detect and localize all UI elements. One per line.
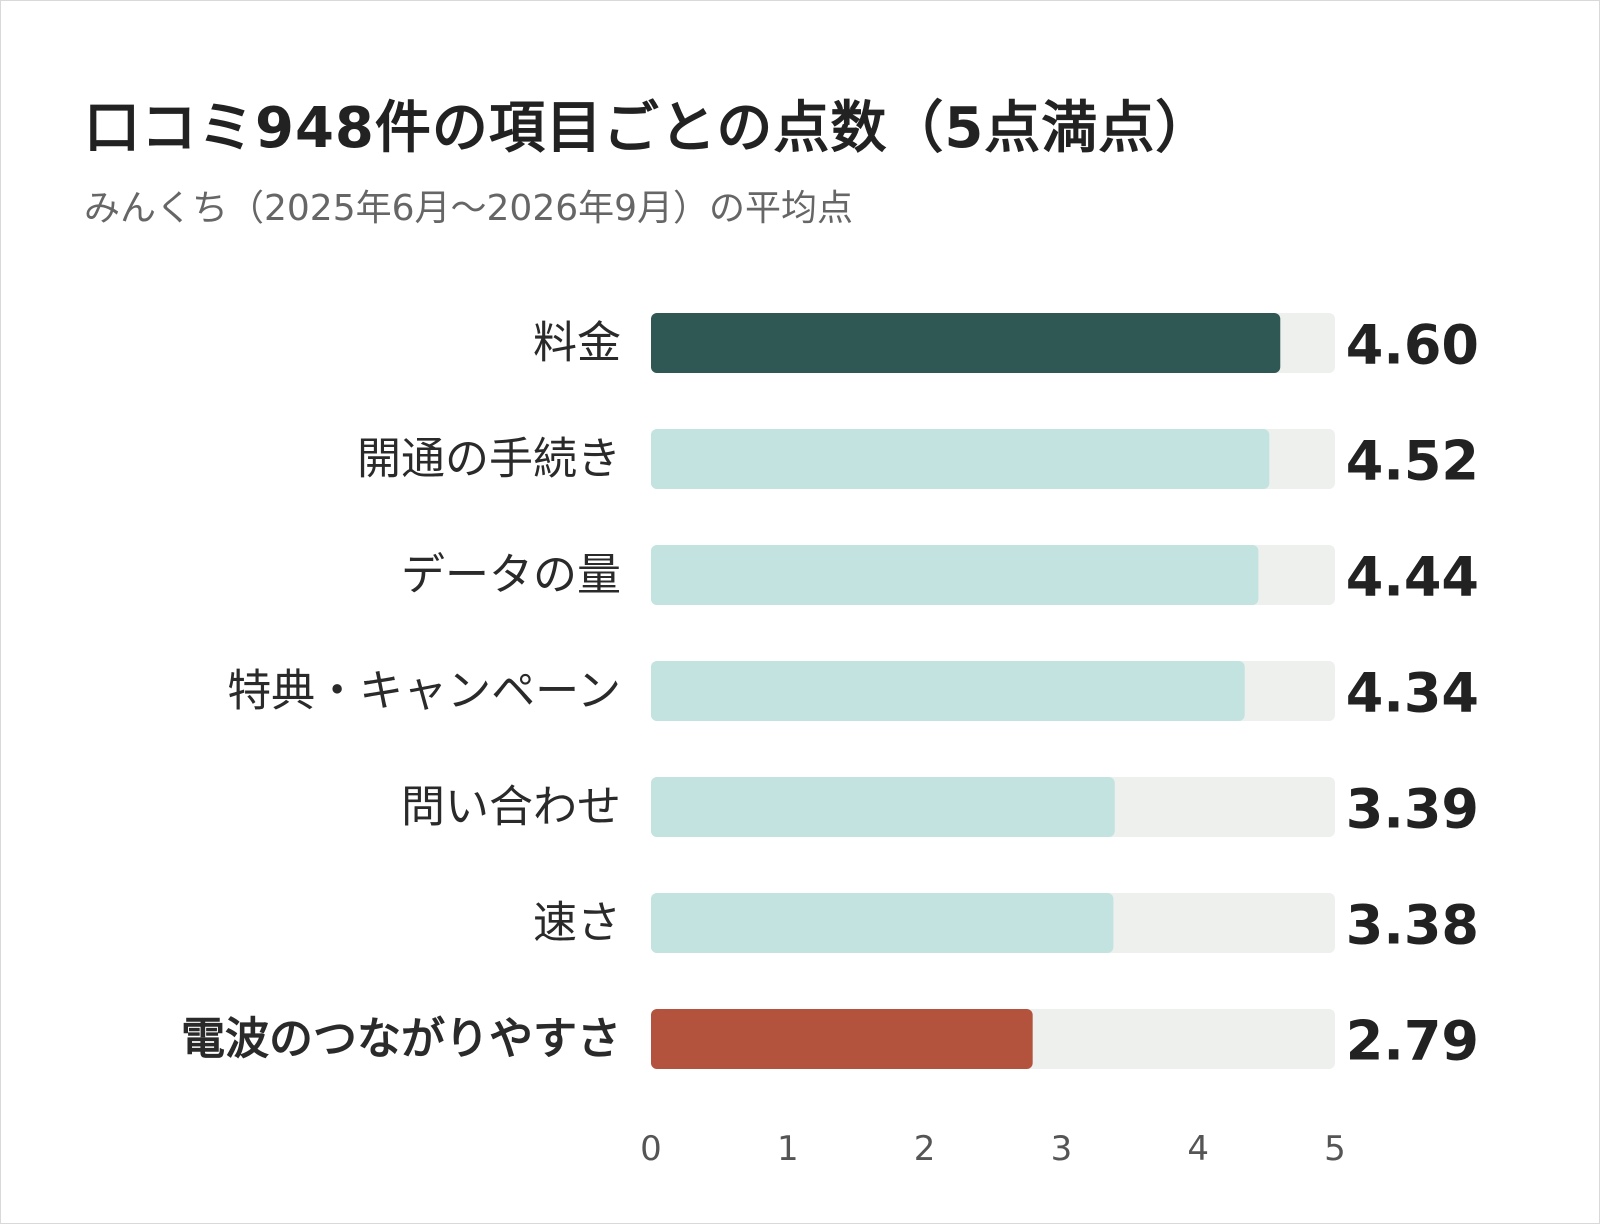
x-tick-label: 5 — [1324, 1129, 1346, 1169]
category-label: データの量 — [401, 550, 621, 601]
value-label: 4.52 — [1346, 430, 1479, 493]
value-label: 3.39 — [1346, 778, 1479, 841]
value-label: 4.60 — [1346, 314, 1479, 377]
bar — [651, 893, 1114, 953]
value-label: 4.34 — [1346, 662, 1479, 725]
bar — [651, 313, 1281, 373]
category-label: 問い合わせ — [401, 782, 621, 833]
category-label: 速さ — [533, 898, 621, 949]
x-tick-label: 2 — [914, 1129, 936, 1169]
value-label: 2.79 — [1346, 1010, 1479, 1073]
bar — [651, 545, 1259, 605]
value-label: 3.38 — [1346, 894, 1479, 957]
x-tick-label: 3 — [1051, 1129, 1073, 1169]
category-label: 電波のつながりやすさ — [181, 1014, 621, 1065]
chart-subtitle: みんくち（2025年6月〜2026年9月）の平均点 — [84, 188, 854, 229]
bar — [651, 777, 1115, 837]
category-label: 開通の手続き — [357, 434, 621, 485]
value-label: 4.44 — [1346, 546, 1479, 609]
category-label: 特典・キャンペーン — [227, 666, 621, 717]
bar — [651, 429, 1270, 489]
x-tick-label: 1 — [777, 1129, 799, 1169]
x-tick-label: 4 — [1187, 1129, 1209, 1169]
bar — [651, 661, 1245, 721]
x-tick-label: 0 — [640, 1129, 662, 1169]
bar — [651, 1009, 1033, 1069]
category-label: 料金 — [533, 318, 621, 369]
chart-title: 口コミ948件の項目ごとの点数（5点満点） — [84, 96, 1213, 161]
